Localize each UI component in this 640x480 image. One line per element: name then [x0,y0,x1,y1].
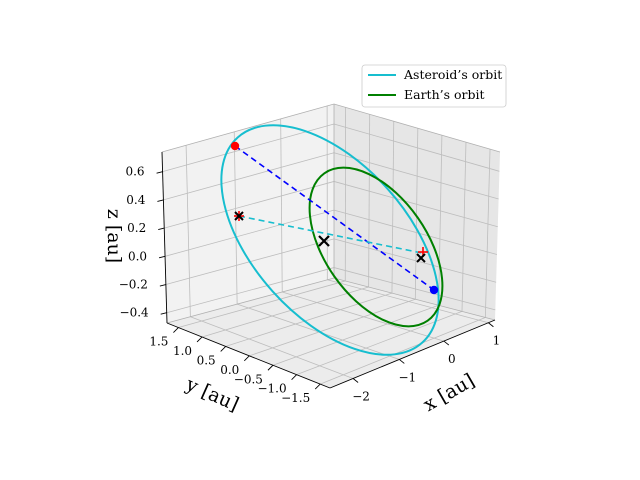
pane-edges [161,103,501,324]
grid-line [333,152,499,200]
node-cross-marker [416,253,426,263]
grid-line [320,317,486,385]
grid-line [414,128,419,300]
y-axis-ticks: 1.5 1.0 0.5 0.0−0.5−1.0−1.5 [149,327,321,405]
x-tick-label: −2 [352,389,370,403]
y-tick-mark [220,346,226,352]
x-tick-mark [488,322,494,328]
grid-line [225,292,393,347]
y-tick-label: −0.5 [234,372,263,386]
left-pane [162,104,334,323]
earth-orbit [308,166,444,328]
grid-line [333,238,497,283]
grid-line [391,121,395,294]
z-tick-mark [156,171,163,174]
x-tick-label: 0 [448,352,456,366]
x-tick-mark [399,359,405,364]
y-tick-label: 0.5 [197,353,216,367]
z-tick-label: 0.4 [126,193,145,207]
grid-line [249,298,416,357]
z-axis-line [161,151,168,324]
x-axis-ticks: −2 −1 0 1 [352,322,501,403]
x-tick-mark [443,340,450,346]
grid-line [178,280,346,328]
grid-line [368,114,371,288]
grid-line [333,123,500,172]
z-axis-label: z [au] [103,209,125,263]
aphelion-point [230,141,240,151]
z-tick-label: −0.2 [119,278,148,292]
grid-line [185,145,191,317]
z-tick-mark [158,255,166,259]
x-tick-mark [352,378,359,383]
grid-line [190,316,354,379]
grid-line [280,118,283,292]
y-tick-mark [291,374,297,380]
grid-line [163,152,335,201]
y-tick-mark [243,355,250,362]
z-tick-label: 0.2 [127,221,146,235]
legend-label-asteroid: Asteroid’s orbit [403,67,502,82]
y-tick-mark [173,327,179,333]
axis-lines [161,151,496,389]
perihelion-point [429,285,439,295]
z-tick-label: −0.4 [120,306,150,320]
floor-pane [167,278,495,388]
z-tick-label: 0.0 [128,249,147,263]
apsis-line [234,145,435,291]
grid-line [164,181,335,229]
grid-line [201,286,369,338]
right-pane [334,104,500,320]
z-tick-mark [157,199,164,202]
x-axis-label: x [au] [420,369,479,416]
y-tick-label: −1.0 [257,382,286,396]
sun-cross-marker [318,235,330,247]
z-axis-ticks: 0.6 0.4 0.2 0.0 −0.2 −0.4 [119,165,167,320]
grid-line [333,181,498,228]
grid-line [272,304,439,366]
node-line [238,215,423,254]
x-tick-label: 1 [493,334,501,348]
z-tick-mark [160,312,167,315]
grid-line [166,267,335,314]
grid-line [333,267,496,311]
grid-line [438,135,443,306]
x-axis-line [329,319,496,389]
legend: Asteroid’s orbit Earth’s orbit [361,64,507,108]
y-tick-mark [314,383,321,390]
y-tick-mark [196,336,203,343]
legend-box [361,64,507,108]
y-tick-label: −1.5 [281,391,310,405]
y-axis-line [166,322,331,389]
grid-line [327,279,489,324]
grid-line [282,291,444,342]
y-tick-label: 1.0 [173,344,192,358]
asteroid-orbit [220,124,440,356]
grid-line [461,142,467,312]
grid-line [164,209,335,257]
y-tick-mark [267,364,274,371]
legend-label-earth: Earth’s orbit [404,87,485,102]
z-tick-mark [158,227,165,231]
x-tick-label: −1 [398,370,416,384]
z-tick-mark [159,284,166,287]
grid-line [333,209,498,255]
y-tick-label: 1.5 [149,335,168,349]
node-cross-marker [234,211,244,221]
grid-line [484,149,491,318]
y-tick-label: 0.0 [220,363,239,377]
z-tick-label: 0.6 [125,165,144,179]
